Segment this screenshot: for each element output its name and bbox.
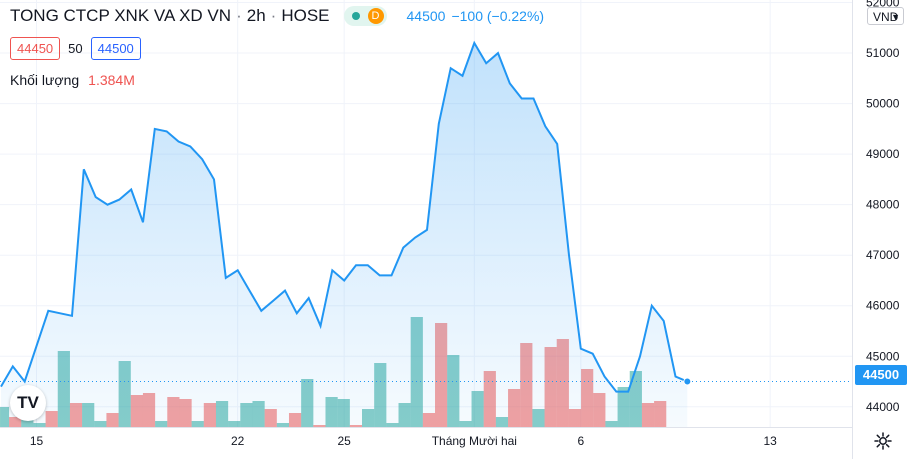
separator: · [270,6,277,25]
sell-price-button[interactable]: 44450 [10,37,61,60]
y-tick-label: 49000 [866,147,900,161]
market-status-pill[interactable]: D [343,6,387,26]
x-tick-label: 6 [577,434,584,448]
x-tick-label: 25 [337,434,351,448]
bid-ask-row: 44450 50 44500 [10,37,141,60]
x-tick-label: Tháng Mười hai [432,434,517,448]
y-tick-label: 47000 [866,248,900,262]
volume-legend: Khối lượng 1.384M [10,72,135,88]
volume-label: Khối lượng [10,72,80,88]
y-tick-label: 52000 [866,0,900,10]
spread-value: 50 [68,41,83,56]
price-area [1,43,688,427]
separator: · [236,6,242,25]
last-price-tag: 44500 [855,365,907,385]
price-change: −100 (−0.22%) [451,8,545,24]
y-tick-label: 45000 [866,349,900,363]
symbol-title: TONG CTCP XNK VA XD VN [10,6,232,25]
legend-title-row: TONG CTCP XNK VA XD VN · 2h · HOSE D 445… [10,6,544,26]
time-axis[interactable]: 15 22 25 Tháng Mười hai 6 13 [30,434,777,448]
y-tick-label: 44000 [866,400,900,414]
price-axis[interactable]: 44000 45000 46000 47000 48000 49000 50000 51000… [866,0,900,414]
exchange-label: HOSE [281,6,330,25]
price-line [0,40,688,393]
x-tick-label: 15 [30,434,44,448]
chevron-down-icon: ▼ [891,12,900,22]
x-tick-label: 22 [231,434,245,448]
currency-select[interactable]: VND ▼ [867,7,904,25]
market-open-icon [351,12,360,20]
tradingview-logo[interactable]: TV [10,385,46,421]
currency-value: VND [873,10,899,24]
gear-icon[interactable] [873,431,893,455]
interval-label[interactable]: 2h [246,6,266,25]
last-price: 44500 [406,8,446,24]
y-tick-label: 48000 [866,198,900,212]
y-tick-label: 46000 [866,299,900,313]
y-tick-label: 50000 [866,97,900,111]
x-tick-label: 13 [763,434,777,448]
session-badge: D [367,8,384,24]
buy-price-button[interactable]: 44500 [90,37,141,60]
last-price-dot [683,377,692,386]
y-tick-label: 51000 [866,46,900,60]
volume-value: 1.384M [88,72,135,88]
